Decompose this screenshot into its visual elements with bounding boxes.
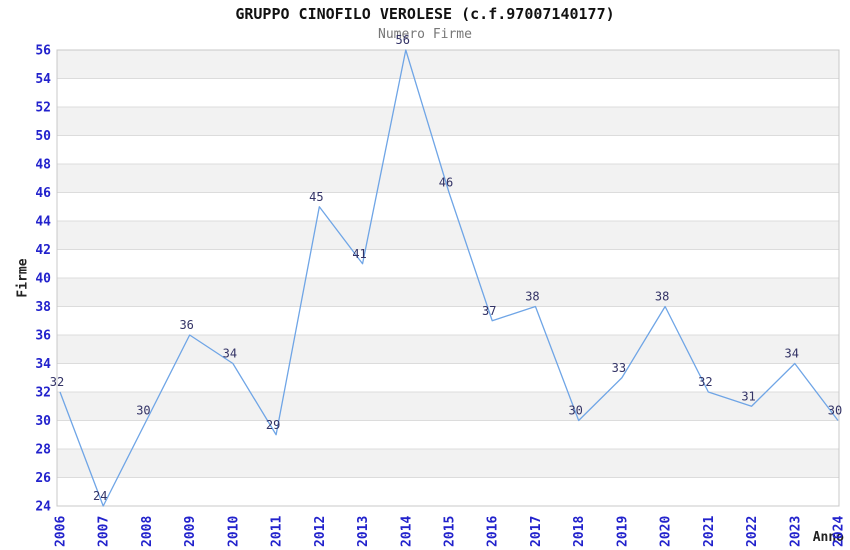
- chart-title: GRUPPO CINOFILO VEROLESE (c.f.9700714017…: [235, 5, 615, 23]
- x-tick-label: 2008: [140, 516, 155, 547]
- data-point-label: 46: [439, 176, 453, 190]
- y-tick-label: 44: [35, 215, 51, 230]
- x-tick-label: 2009: [183, 516, 198, 547]
- data-point-label: 38: [655, 290, 669, 304]
- plot-band: [57, 392, 839, 421]
- x-tick-label: 2007: [97, 516, 112, 547]
- x-tick-label: 2021: [702, 516, 717, 547]
- data-point-label: 41: [352, 247, 366, 261]
- x-tick-label: 2017: [529, 516, 544, 547]
- y-tick-label: 38: [35, 300, 51, 315]
- y-tick-label: 28: [35, 443, 51, 458]
- y-tick-label: 56: [35, 44, 51, 59]
- y-tick-label: 36: [35, 329, 51, 344]
- plot-border: [56, 49, 840, 507]
- x-tick-label: 2015: [443, 516, 458, 547]
- x-tick-label: 2013: [356, 516, 371, 547]
- x-tick-label: 2020: [659, 516, 674, 547]
- data-point-label: 31: [741, 389, 755, 403]
- data-point-label: 37: [482, 304, 496, 318]
- x-axis-label: Anno: [812, 530, 844, 545]
- data-point-label: 34: [223, 347, 237, 361]
- x-tick-label: 2010: [226, 516, 241, 547]
- plot-band: [57, 221, 839, 250]
- plot-band: [57, 107, 839, 136]
- data-point-label: 30: [568, 404, 582, 418]
- x-tick-label: 2012: [313, 516, 328, 547]
- data-point-label: 32: [698, 375, 712, 389]
- y-tick-label: 42: [35, 243, 51, 258]
- plot-band: [57, 449, 839, 478]
- y-tick-label: 54: [35, 72, 51, 87]
- data-point-label: 36: [179, 318, 193, 332]
- x-tick-label: 2011: [270, 516, 285, 547]
- plot-band: [57, 278, 839, 307]
- y-tick-label: 26: [35, 471, 51, 486]
- data-point-label: 38: [525, 290, 539, 304]
- x-tick-label: 2022: [745, 516, 760, 547]
- data-point-label: 56: [396, 33, 410, 47]
- data-point-label: 24: [93, 489, 107, 503]
- x-tick-label: 2024: [832, 516, 847, 547]
- y-tick-label: 46: [35, 186, 51, 201]
- chart-subtitle: Numero Firme: [378, 27, 472, 42]
- plot-band: [57, 335, 839, 364]
- plot-band: [57, 50, 839, 79]
- y-tick-label: 30: [35, 414, 51, 429]
- y-tick-label: 50: [35, 129, 51, 144]
- data-point-label: 30: [828, 404, 842, 418]
- data-point-label: 29: [266, 418, 280, 432]
- data-point-label: 45: [309, 190, 323, 204]
- y-tick-label: 32: [35, 386, 51, 401]
- x-tick-label: 2014: [399, 516, 414, 547]
- x-tick-label: 2023: [788, 516, 803, 547]
- x-tick-label: 2006: [54, 516, 69, 547]
- data-point-label: 34: [785, 347, 799, 361]
- data-line: [59, 49, 839, 507]
- x-tick-label: 2018: [572, 516, 587, 547]
- data-point-label: 32: [50, 375, 64, 389]
- x-tick-label: 2019: [615, 516, 630, 547]
- y-tick-label: 34: [35, 357, 51, 372]
- y-tick-label: 24: [35, 500, 51, 515]
- data-point-label: 30: [136, 404, 150, 418]
- y-tick-label: 48: [35, 158, 51, 173]
- data-point-label: 33: [612, 361, 626, 375]
- x-tick-label: 2016: [486, 516, 501, 547]
- y-tick-label: 40: [35, 272, 51, 287]
- y-tick-label: 52: [35, 101, 51, 116]
